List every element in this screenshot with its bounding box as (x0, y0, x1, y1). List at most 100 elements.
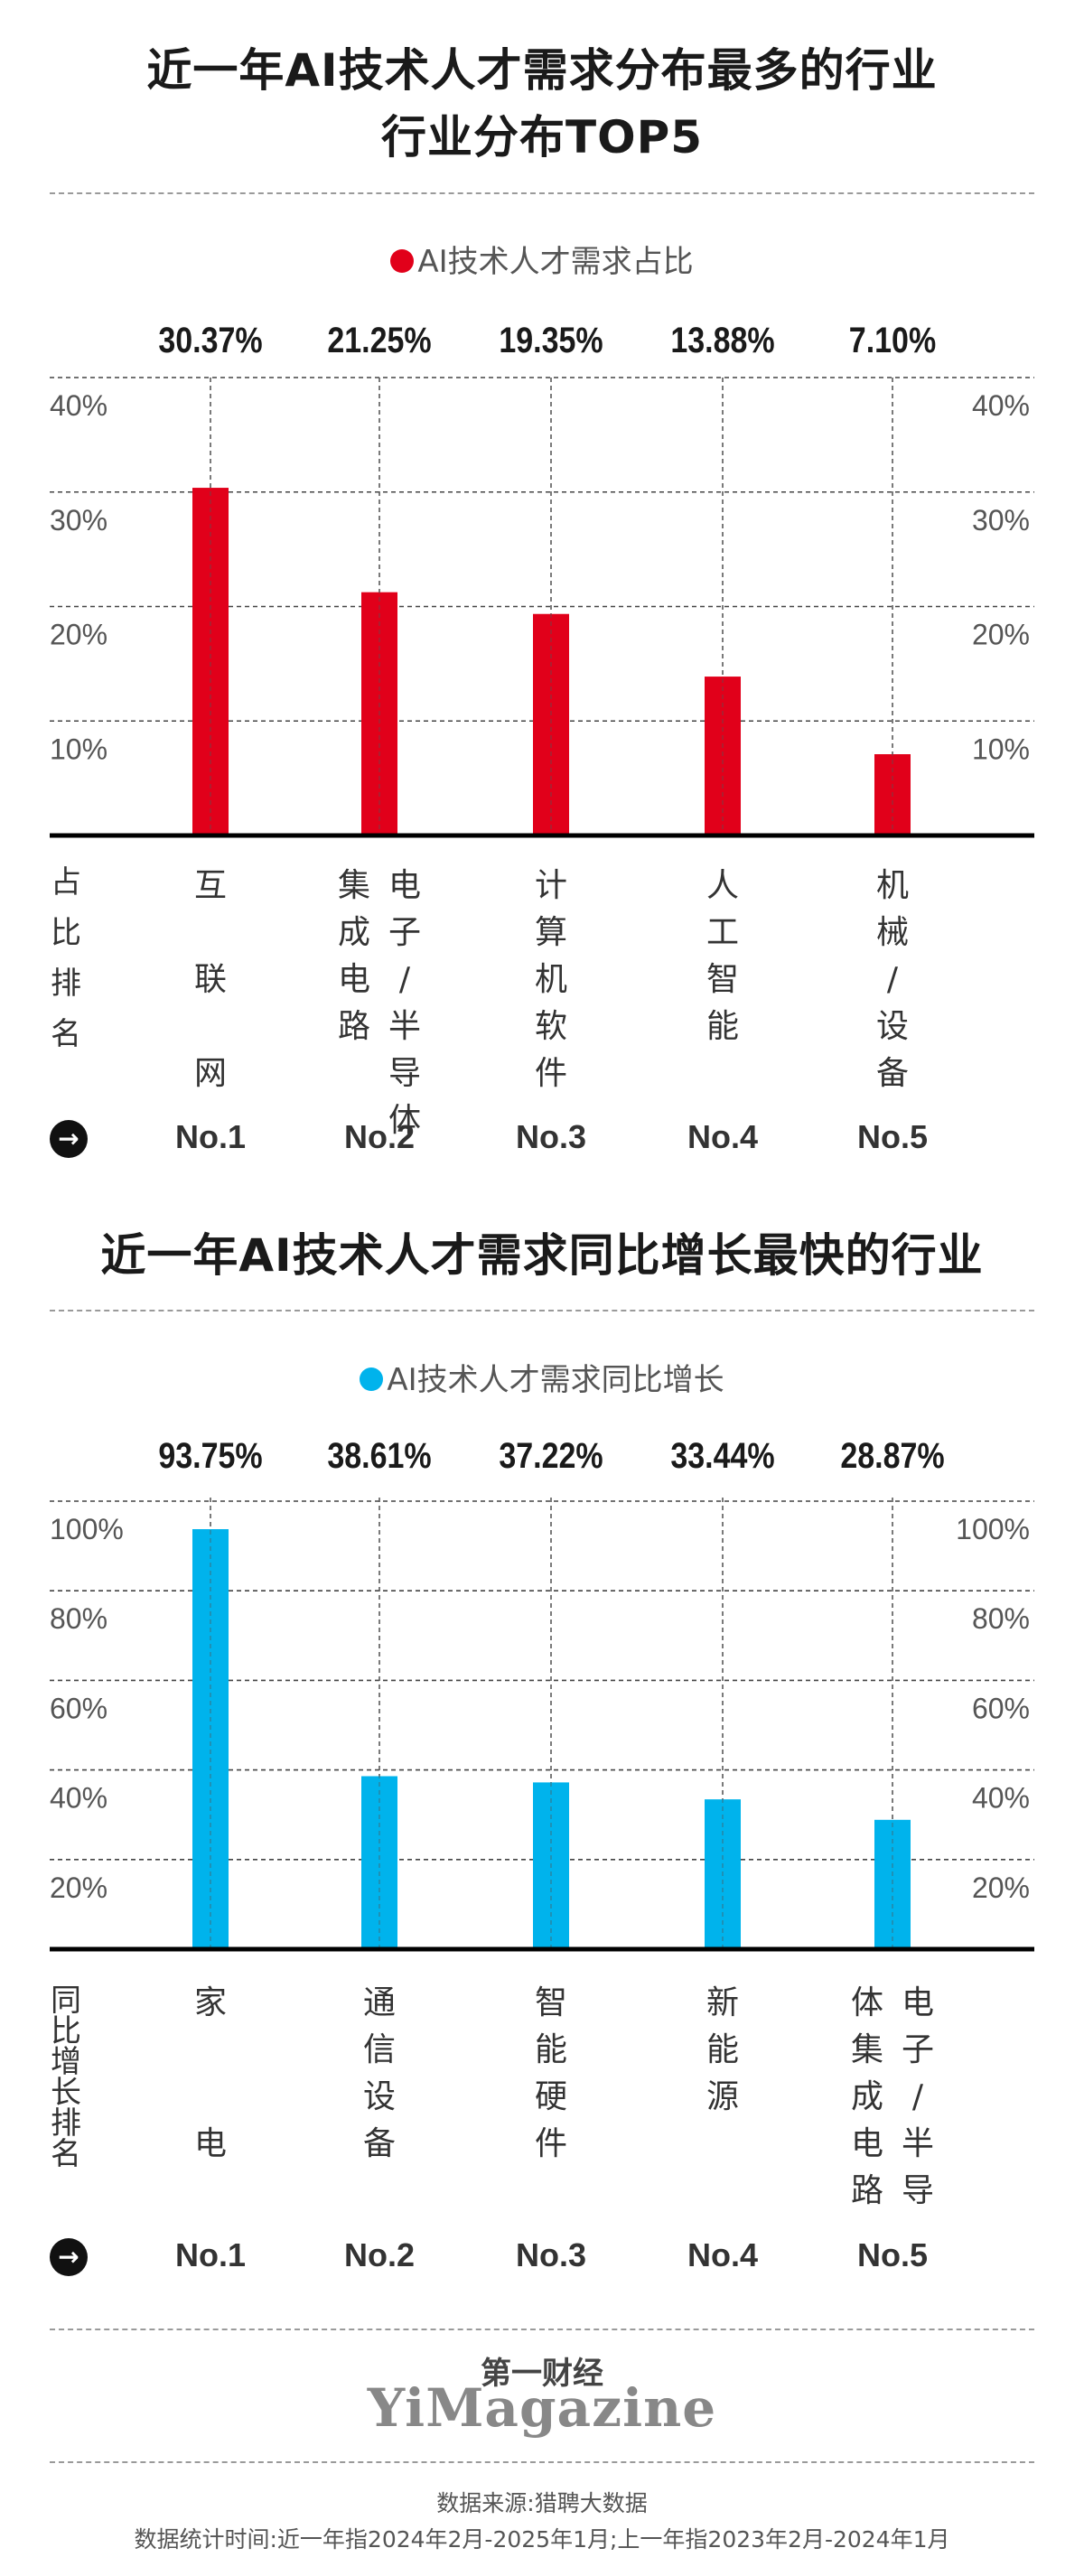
category-label-char: 机 (875, 867, 909, 904)
category-label-char: 机 (534, 961, 567, 998)
category-label: 智能硬件 (533, 1980, 569, 2168)
rank-number: No.1 (174, 1118, 246, 1155)
category-label-char: 能 (534, 2031, 567, 2068)
category-label-char: 硬 (534, 2078, 567, 2115)
category-label-char: 工 (706, 914, 739, 951)
category-label-char: 集 (337, 867, 370, 904)
category-label-char: 路 (850, 2172, 883, 2209)
category-label: 机械 / 设备 (874, 863, 911, 1097)
category-label: 新能源 (705, 1980, 741, 2121)
category-label-char: 信 (362, 2031, 396, 2068)
category-label-char: 体 (850, 1984, 883, 2021)
y-tick-label: 40% (50, 1782, 107, 1815)
arrow-right-icon: → (50, 2238, 88, 2276)
chart2-title: 近一年AI技术人才需求同比增长最快的行业 (100, 1229, 984, 1282)
y-tick-label: 80% (50, 1602, 107, 1635)
value-label: 38.61% (327, 1436, 432, 1476)
y-tick-label: 20% (50, 619, 107, 651)
category-label-char: / (886, 961, 899, 998)
brand-logo-en: YiMagazine (367, 2377, 717, 2439)
category-label-char: 导 (901, 2172, 934, 2209)
category-label-char: 电 (388, 867, 421, 904)
category-label-char: 备 (362, 2125, 396, 2162)
category-label: 互 联 网 (192, 863, 229, 1097)
legend-dot-icon (360, 1367, 384, 1391)
category-label-char: 智 (706, 961, 739, 998)
value-label: 7.10% (848, 321, 937, 360)
y-tick-label: 20% (972, 619, 1030, 651)
rank-label-char: 比 (51, 2013, 81, 2049)
category-label-char: 成 (850, 2078, 883, 2115)
y-tick-label: 40% (972, 389, 1030, 422)
category-label: 电子 / 半导体 (387, 863, 423, 1144)
value-label: 21.25% (327, 321, 432, 360)
y-tick-label: 10% (972, 733, 1030, 765)
y-tick-label: 60% (50, 1692, 107, 1724)
category-label-char: 件 (534, 2125, 567, 2162)
category-label-char: 源 (706, 2078, 739, 2115)
category-label-char: 路 (337, 1008, 370, 1045)
rank-label-char: 名 (51, 2136, 81, 2172)
value-label: 30.37% (158, 321, 263, 360)
legend-dot-icon (390, 249, 415, 273)
arrow-right-icon: → (50, 1120, 88, 1158)
chart2-legend: AI技术人才需求同比增长 (0, 1355, 1084, 1399)
y-tick-label: 100% (50, 1513, 124, 1545)
value-label: 28.87% (840, 1436, 945, 1476)
rank-label-char: 排 (51, 966, 81, 1002)
category-label-char: 子 (901, 2031, 934, 2068)
category-label-char: 能 (706, 1008, 739, 1045)
rank-label-char: 比 (51, 915, 81, 951)
chart2-legend-label: AI技术人才需求同比增长 (387, 1362, 724, 1398)
rank-number: No.5 (856, 1118, 928, 1155)
category-label-char: / (398, 961, 411, 998)
y-tick-label: 60% (972, 1692, 1030, 1724)
value-label: 37.22% (499, 1436, 603, 1476)
category-label-char: / (911, 2078, 924, 2115)
chart2-rank-label: 同比增长排名 (51, 1985, 81, 2170)
category-label-char: 能 (706, 2031, 739, 2068)
y-tick-label: 40% (50, 389, 107, 422)
category-label-char: 备 (875, 1055, 909, 1092)
chart1-legend-label: AI技术人才需求占比 (417, 244, 694, 280)
rank-label-char: 排 (51, 2105, 81, 2142)
rank-number: No.3 (515, 2236, 586, 2273)
divider (50, 1310, 1034, 1311)
rank-label-char: 长 (51, 2075, 81, 2111)
category-label: 计算机软件 (533, 863, 569, 1097)
y-tick-label: 30% (50, 504, 107, 537)
category-label-char: 导 (388, 1055, 421, 1092)
category-label-char: 半 (901, 2125, 934, 2162)
rank-number: No.4 (687, 2236, 758, 2273)
value-label: 13.88% (670, 321, 775, 360)
value-label: 93.75% (158, 1436, 263, 1476)
category-label: 集成电路 (336, 863, 372, 1050)
category-label-char: 电 (901, 1984, 934, 2021)
y-tick-label: 100% (956, 1513, 1030, 1545)
rank-number: No.4 (687, 1118, 758, 1155)
category-label-char: 体 (388, 1102, 421, 1139)
rank-label-char: 占 (51, 864, 81, 901)
rank-number: No.2 (343, 2236, 415, 2273)
category-label-char: 软 (534, 1008, 567, 1045)
category-label-char: 设 (362, 2078, 396, 2115)
category-label-char: 件 (534, 1055, 567, 1092)
y-tick-label: 10% (50, 733, 107, 765)
y-tick-label: 40% (972, 1782, 1030, 1815)
category-label-char (205, 2027, 215, 2074)
category-label-char: 智 (534, 1984, 567, 2021)
rank-number: No.3 (515, 1118, 586, 1155)
value-label: 33.44% (670, 1436, 775, 1476)
category-label: 通信设备 (361, 1980, 397, 2168)
category-label-char: 家 (193, 1984, 227, 2021)
chart2-plot: 20% 20% 40% 40% 60% 60% 80% 80% 100% 100% (50, 1498, 1034, 1952)
category-label-char: 设 (875, 1008, 909, 1045)
divider (50, 2461, 1034, 2463)
chart1-subtitle: 行业分布TOP5 (380, 111, 704, 163)
category-label-char: 新 (706, 1984, 739, 2021)
category-label-char: 通 (362, 1984, 396, 2021)
category-label: 人工智能 (705, 863, 741, 1050)
bar (533, 613, 569, 835)
category-label-char: 网 (193, 1055, 227, 1092)
